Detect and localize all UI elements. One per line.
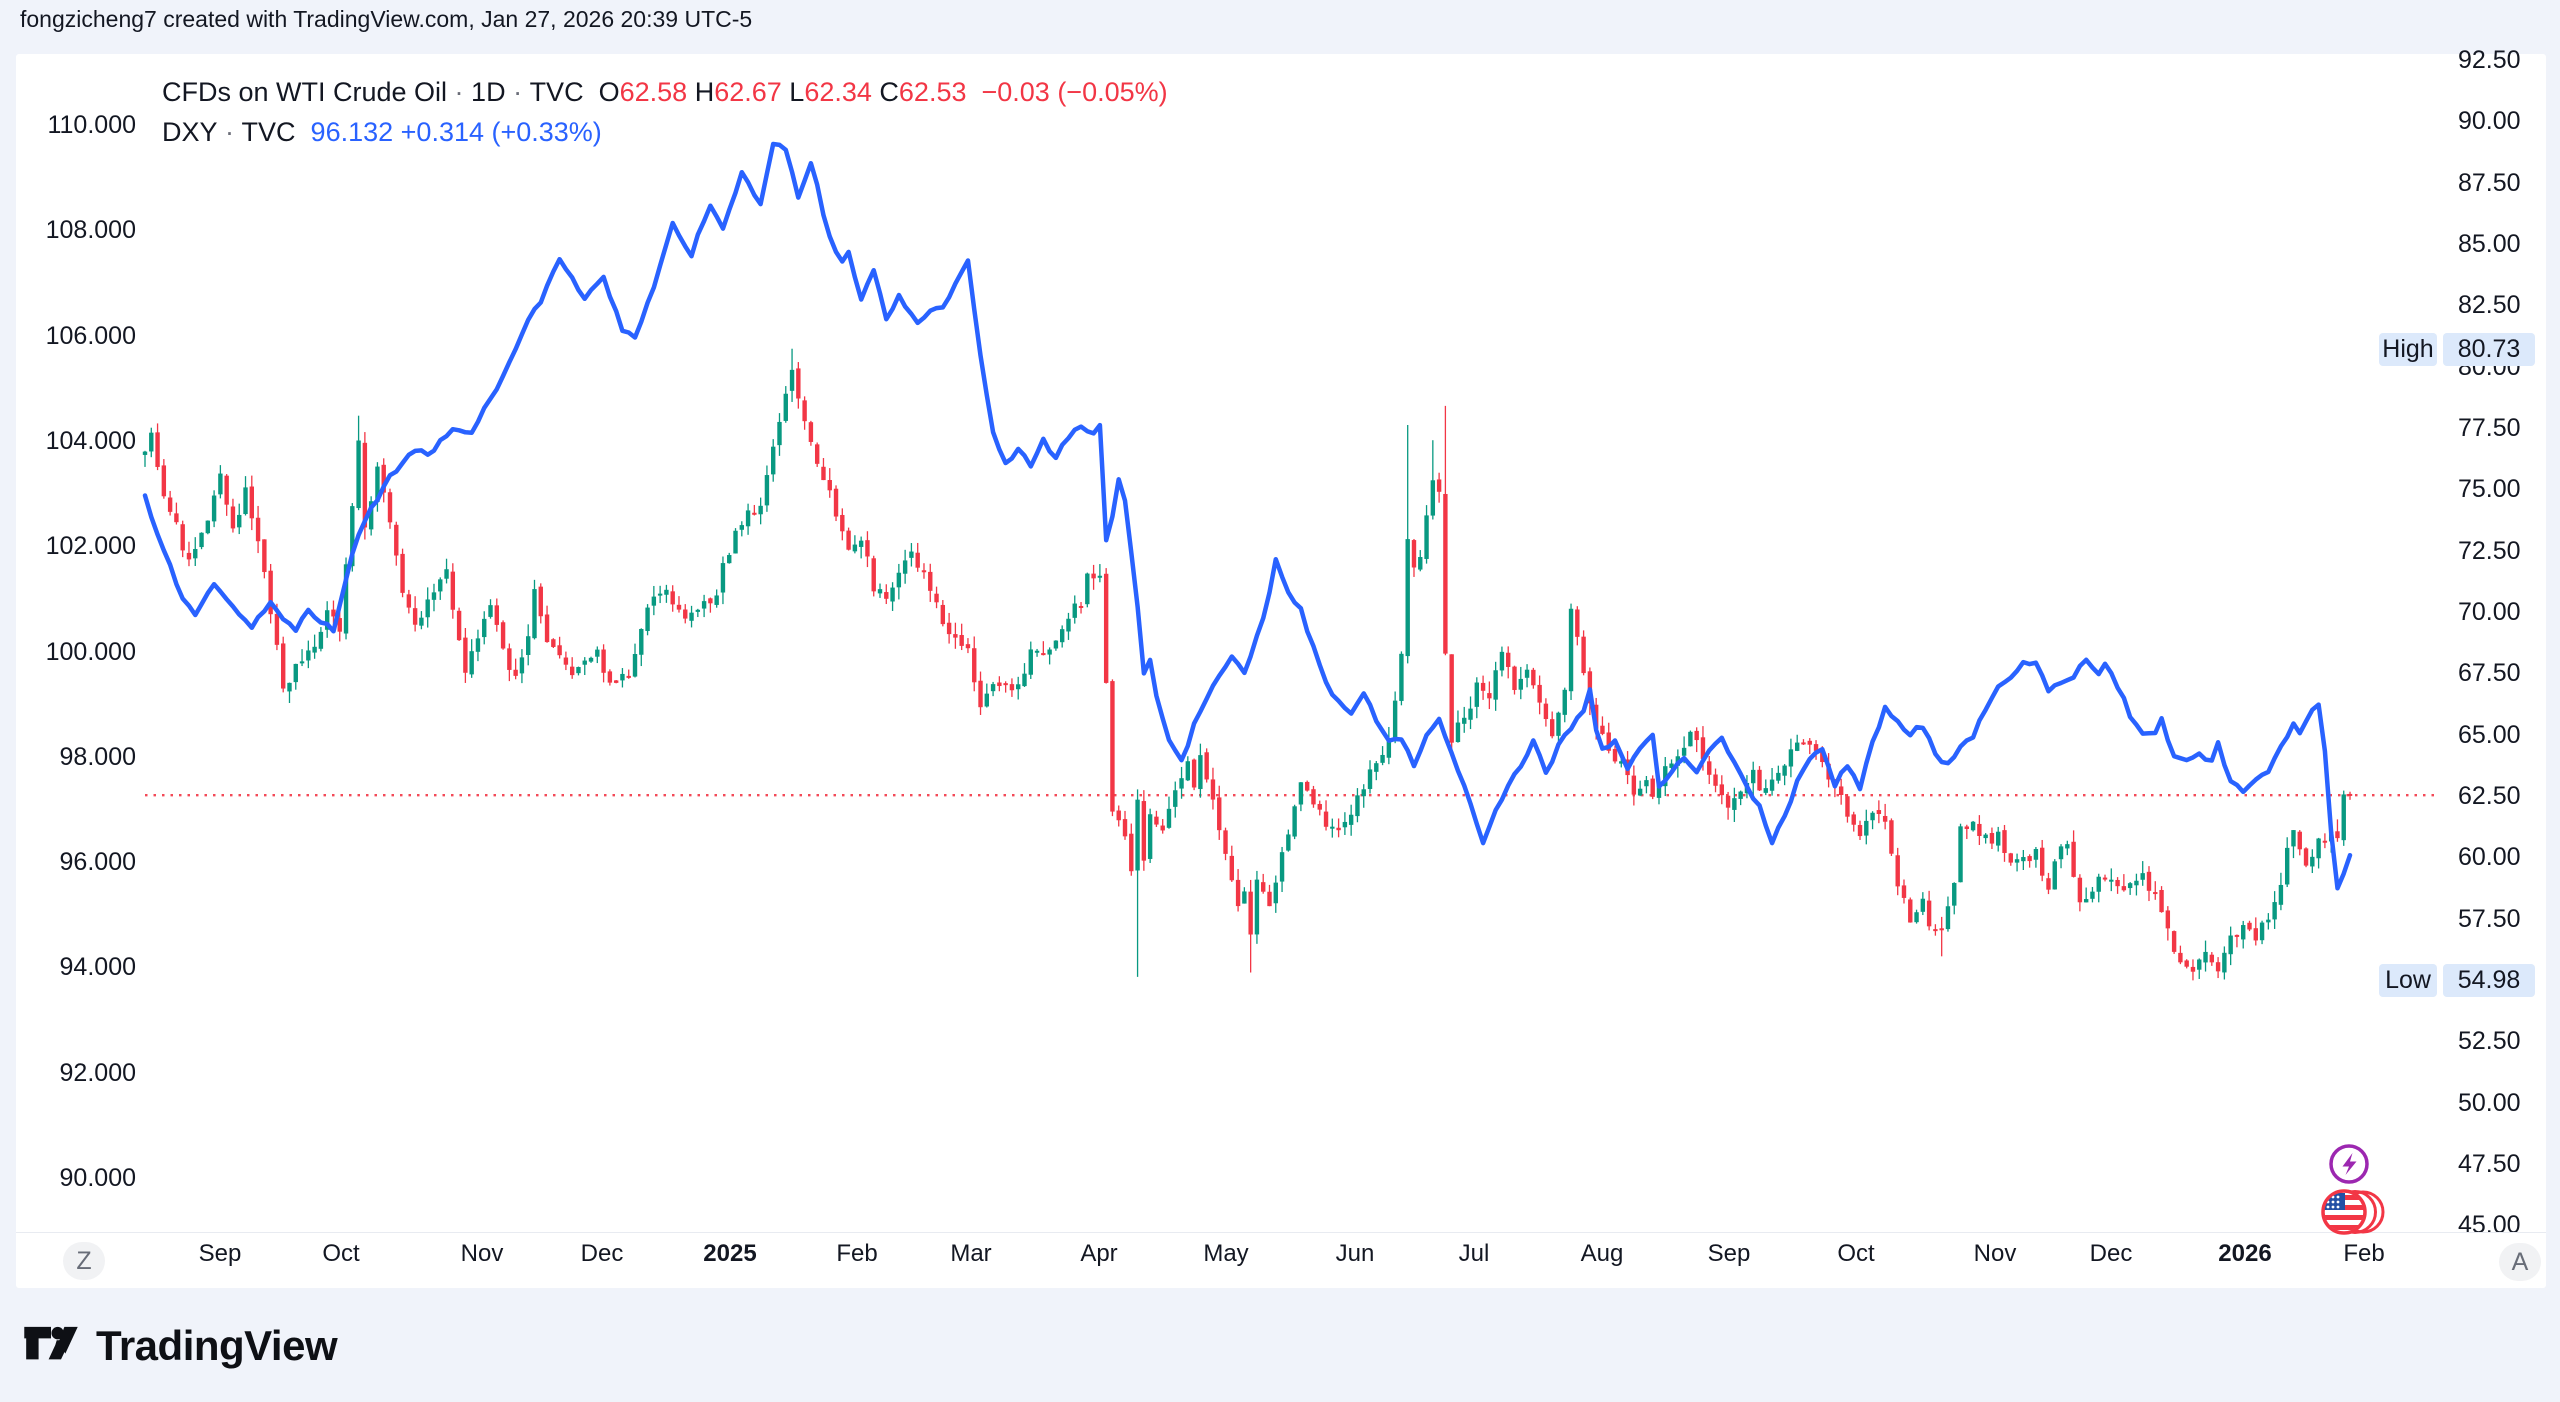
wti-high-value: 62.67: [714, 77, 782, 107]
wti-close-value: 62.53: [898, 77, 967, 107]
right-axis-tick: 52.50: [2458, 1027, 2521, 1056]
right-axis-tick: 92.50: [2458, 46, 2521, 74]
low-badge-value: 54.98: [2443, 964, 2535, 998]
attribution-text: fongzicheng7 created with TradingView.co…: [20, 6, 753, 32]
auto-scale-button[interactable]: A: [2499, 1243, 2541, 1281]
right-axis-tick: 62.50: [2458, 781, 2521, 810]
high-badge-value: 80.73: [2443, 332, 2535, 366]
right-axis-tick: 90.00: [2458, 107, 2521, 136]
wti-symbol-title: CFDs on WTI Crude Oil: [162, 77, 448, 107]
economic-events-us-flag-icon[interactable]: [2319, 1187, 2389, 1237]
dxy-symbol-title: DXY: [162, 117, 218, 147]
right-axis-tick: 82.50: [2458, 291, 2521, 320]
time-axis-tick: 2026: [2218, 1240, 2272, 1267]
right-axis-tick: 72.50: [2458, 536, 2521, 565]
time-axis-tick: Sep: [1707, 1240, 1751, 1267]
time-axis-tick: Nov: [1973, 1240, 2017, 1267]
time-axis-tick: Aug: [1580, 1240, 1624, 1267]
right-axis-tick: 70.00: [2458, 597, 2521, 626]
left-axis-tick: 108.000: [45, 216, 136, 245]
time-axis-tick: 2025: [703, 1240, 757, 1267]
chart-panel: [16, 54, 2546, 1288]
right-axis-tick: 60.00: [2458, 843, 2521, 872]
right-axis-tick: 77.50: [2458, 413, 2521, 442]
right-axis-tick: 87.50: [2458, 168, 2521, 197]
time-axis-tick: Dec: [580, 1240, 624, 1267]
right-axis-tick: 67.50: [2458, 659, 2521, 688]
time-axis-tick: Oct: [1837, 1240, 1875, 1267]
tradingview-logo-text: TradingView: [96, 1322, 338, 1369]
time-axis-tick: Mar: [950, 1240, 992, 1267]
left-axis-tick: 90.000: [59, 1164, 136, 1192]
time-axis-tick: Nov: [460, 1240, 504, 1267]
time-axis-border: [16, 1232, 2546, 1233]
right-axis-tick: 75.00: [2458, 475, 2521, 504]
high-badge-label: High: [2379, 332, 2437, 366]
chart-legend: CFDs on WTI Crude Oil · 1D · TVC O 62.58 …: [162, 72, 1168, 152]
legend-row-dxy[interactable]: DXY · TVC 96.132 +0.314 (+0.33%): [162, 112, 1168, 152]
tradingview-logo-mark: [24, 1326, 78, 1360]
left-axis-tick: 98.000: [59, 742, 136, 771]
time-axis-tick: Sep: [198, 1240, 242, 1267]
right-axis-tick: 45.00: [2458, 1211, 2521, 1240]
time-axis-tick: Feb: [2343, 1240, 2385, 1267]
dxy-last-value: 96.132: [310, 117, 394, 147]
time-axis-tick: Jun: [1335, 1240, 1375, 1267]
time-axis-tick: Feb: [836, 1240, 878, 1267]
time-axis-tick: Oct: [322, 1240, 360, 1267]
wti-low-value: 62.34: [804, 77, 872, 107]
left-axis-tick: 100.000: [45, 637, 136, 666]
left-axis-tick: 96.000: [59, 848, 136, 877]
low-badge-label: Low: [2379, 964, 2437, 998]
wti-change: −0.03 (−0.05%): [981, 77, 1168, 107]
time-axis-tick: Jul: [1458, 1240, 1490, 1267]
time-axis-tick: Dec: [2089, 1240, 2133, 1267]
left-axis-tick: 92.000: [59, 1058, 136, 1087]
left-axis-tick: 104.000: [45, 426, 136, 455]
wti-low-label: L: [789, 77, 805, 107]
right-axis-tick: 50.00: [2458, 1088, 2521, 1117]
legend-row-wti[interactable]: CFDs on WTI Crude Oil · 1D · TVC O 62.58 …: [162, 72, 1168, 112]
wti-close-label: C: [879, 77, 899, 107]
wti-timeframe: 1D: [471, 77, 506, 107]
right-axis-tick: 85.00: [2458, 229, 2521, 258]
wti-high-label: H: [694, 77, 715, 107]
right-axis-tick: 57.50: [2458, 904, 2521, 933]
zoom-out-button[interactable]: Z: [63, 1242, 105, 1280]
tradingview-logo[interactable]: TradingView: [22, 1322, 338, 1370]
left-axis-tick: 102.000: [45, 532, 136, 561]
dxy-change: +0.314 (+0.33%): [400, 117, 602, 147]
right-axis-tick: 65.00: [2458, 720, 2521, 749]
time-axis-tick: May: [1203, 1240, 1249, 1267]
left-axis-tick: 106.000: [45, 321, 136, 350]
dxy-exchange: TVC: [241, 117, 296, 147]
wti-exchange: TVC: [529, 77, 584, 107]
lightning-event-icon[interactable]: [2328, 1143, 2370, 1185]
time-axis-tick: Apr: [1080, 1240, 1118, 1267]
wti-open-label: O: [598, 77, 620, 107]
left-axis-tick: 94.000: [59, 953, 136, 982]
wti-open-value: 62.58: [619, 77, 688, 107]
left-axis-tick: 110.000: [47, 111, 136, 139]
right-axis-tick: 47.50: [2458, 1149, 2521, 1178]
